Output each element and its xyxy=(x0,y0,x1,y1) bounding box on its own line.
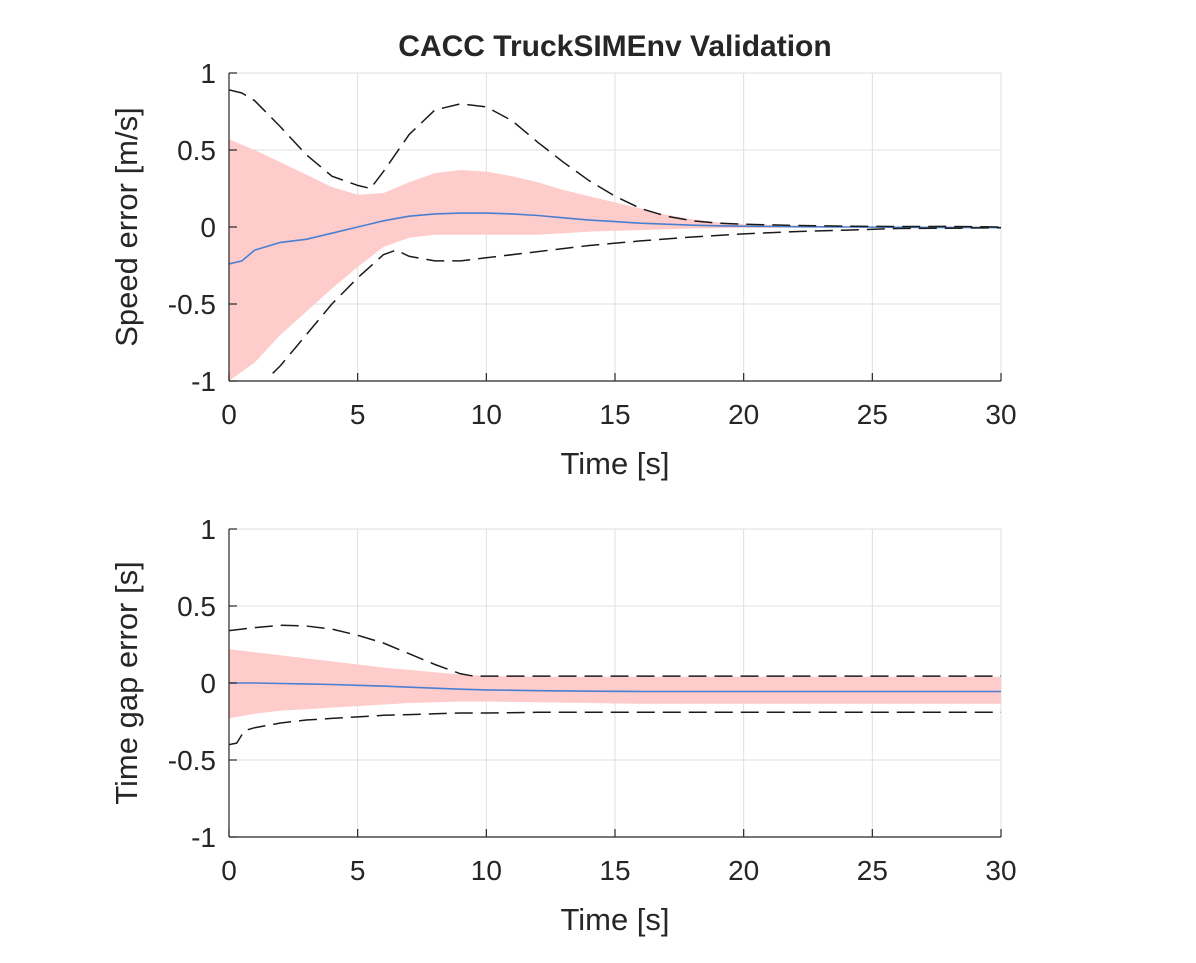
figure-title: CACC TruckSIMEnv Validation xyxy=(398,30,831,63)
y-axis-label: Time gap error [s] xyxy=(109,561,144,804)
spread-band xyxy=(229,649,1001,719)
x-tick-label: 15 xyxy=(599,399,630,430)
y-tick-label: 1 xyxy=(200,514,216,545)
speed-error-panel: 0 5 10 15 20 25 30 -1 -0.5 0 0.5 1 Time [s] Speed err… xyxy=(109,58,1017,481)
upper-bound-line xyxy=(229,624,1001,677)
x-tick-label: 30 xyxy=(985,399,1016,430)
y-tick-label: 0 xyxy=(200,212,216,243)
x-tick-label: 20 xyxy=(728,399,759,430)
y-tick-label: -0.5 xyxy=(168,745,216,776)
y-tick-label: -0.5 xyxy=(168,289,216,320)
y-tick-label: -1 xyxy=(191,366,216,397)
x-tick-label: 15 xyxy=(599,855,630,886)
x-tick-label: 10 xyxy=(471,855,502,886)
x-axis-label: Time [s] xyxy=(560,446,669,481)
lower-bound-line xyxy=(272,227,1001,374)
y-tick-label: 1 xyxy=(200,58,216,89)
x-tick-label: 30 xyxy=(985,855,1016,886)
x-tick-label: 20 xyxy=(728,855,759,886)
y-tick-label: 0.5 xyxy=(177,591,216,622)
plot-content xyxy=(229,624,1001,746)
y-tick-label: 0 xyxy=(200,668,216,699)
y-tick-label: 0.5 xyxy=(177,135,216,166)
x-tick-label: 5 xyxy=(350,855,366,886)
y-axis-label: Speed error [m/s] xyxy=(109,107,144,346)
x-tick-label: 25 xyxy=(857,855,888,886)
x-tick-label: 0 xyxy=(221,399,237,430)
lower-bound-line xyxy=(229,711,1001,746)
y-tick-label: -1 xyxy=(191,822,216,853)
x-tick-label: 25 xyxy=(857,399,888,430)
x-tick-label: 10 xyxy=(471,399,502,430)
plot-content xyxy=(229,89,1001,381)
x-tick-label: 5 xyxy=(350,399,366,430)
spread-band xyxy=(229,139,1001,381)
mean-line xyxy=(229,682,1001,693)
mean-line xyxy=(229,212,1001,265)
x-tick-label: 0 xyxy=(221,855,237,886)
time-gap-error-panel: 0 5 10 15 20 25 30 -1 -0.5 0 0.5 1 Time [s] Time gap … xyxy=(109,514,1017,937)
x-axis-label: Time [s] xyxy=(560,902,669,937)
upper-bound-line xyxy=(229,89,1001,228)
